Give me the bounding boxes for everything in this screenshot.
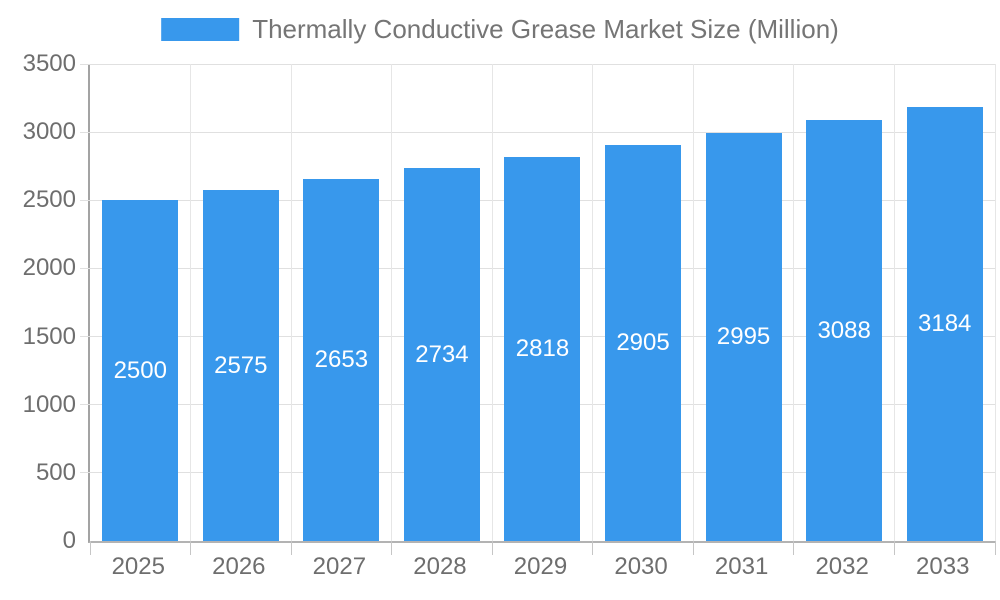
x-axis-tick	[491, 541, 493, 555]
v-gridline	[692, 64, 694, 541]
x-tick-label: 2032	[815, 553, 869, 580]
y-axis: 0 500 1000 1500 2000 2500 3000 3500	[0, 52, 76, 553]
bar-cell: 2905	[593, 64, 694, 541]
h-gridline	[80, 131, 995, 133]
bar-value-label: 2653	[314, 346, 369, 374]
v-gridline	[893, 64, 895, 541]
y-tick-label: 3500	[22, 50, 76, 77]
x-tick-label: 2033	[916, 553, 970, 580]
bar-cell: 2734	[392, 64, 493, 541]
v-gridline	[592, 64, 594, 541]
y-tick-label: 500	[35, 458, 76, 486]
bar-value-label: 3184	[918, 310, 972, 338]
y-tick-label: 1500	[22, 322, 76, 350]
bar-value-label: 3088	[817, 316, 871, 344]
plot-area: 2500 2575 2653 2734 2818 2905 2995 3088 3184	[80, 63, 996, 555]
x-tick-label: 2025	[111, 553, 165, 580]
x-tick-label: 2031	[714, 553, 769, 580]
bar-2032[interactable]: 3088	[806, 120, 883, 541]
v-gridline	[190, 64, 192, 541]
x-tick-label: 2028	[413, 553, 467, 580]
x-tick-label: 2026	[212, 553, 266, 580]
x-axis-tick	[290, 541, 292, 555]
bar-value-label: 2734	[415, 340, 469, 368]
bar-2030[interactable]: 2905	[605, 145, 682, 541]
bar-cell: 2500	[90, 64, 191, 541]
bar-2025[interactable]: 2500	[102, 200, 179, 541]
x-axis-tick	[994, 541, 996, 555]
x-tick-label: 2030	[614, 553, 668, 580]
v-gridline	[391, 64, 393, 541]
legend-swatch	[161, 17, 240, 41]
x-axis-tick	[89, 541, 91, 555]
v-gridline	[793, 64, 795, 541]
bar-cell: 3184	[894, 64, 995, 541]
bar-2029[interactable]: 2818	[504, 156, 581, 541]
y-tick-label: 3000	[22, 118, 76, 146]
y-tick-label: 0	[62, 527, 76, 554]
legend[interactable]: Thermally Conductive Grease Market Size …	[161, 16, 839, 42]
x-tick-label: 2029	[513, 553, 568, 580]
x-axis-tick	[793, 541, 795, 555]
x-axis: 2025 2026 2027 2028 2029 2030 2031 2032 2033	[88, 555, 993, 589]
bar-value-label: 2575	[214, 351, 268, 379]
bar-value-label: 2500	[113, 356, 167, 384]
x-axis-tick	[190, 541, 192, 555]
bar-2033[interactable]: 3184	[906, 107, 983, 541]
bar-2028[interactable]: 2734	[403, 168, 480, 541]
x-axis-tick	[893, 541, 895, 555]
bar-cell: 3088	[794, 64, 895, 541]
x-tick-label: 2027	[312, 553, 367, 580]
y-tick-label: 1000	[22, 390, 76, 418]
v-gridline	[994, 64, 996, 541]
legend-label: Thermally Conductive Grease Market Size …	[252, 14, 839, 44]
v-gridline	[290, 64, 292, 541]
x-axis-tick	[592, 541, 594, 555]
bar-value-label: 2818	[515, 334, 570, 362]
x-axis-tick	[692, 541, 694, 555]
h-gridline	[80, 63, 995, 65]
bar-value-label: 2905	[616, 329, 670, 357]
bar-2026[interactable]: 2575	[202, 190, 279, 541]
v-gridline	[491, 64, 493, 541]
bar-cell: 2653	[291, 64, 392, 541]
bar-value-label: 2995	[716, 322, 771, 350]
bar-2031[interactable]: 2995	[705, 132, 782, 541]
x-axis-tick	[391, 541, 393, 555]
bar-cell: 2575	[191, 64, 292, 541]
bar-cell: 2818	[492, 64, 593, 541]
bar-cell: 2995	[693, 64, 794, 541]
y-tick-label: 2000	[22, 254, 76, 282]
y-tick-label: 2500	[22, 186, 76, 214]
bar-2027[interactable]: 2653	[303, 179, 380, 541]
